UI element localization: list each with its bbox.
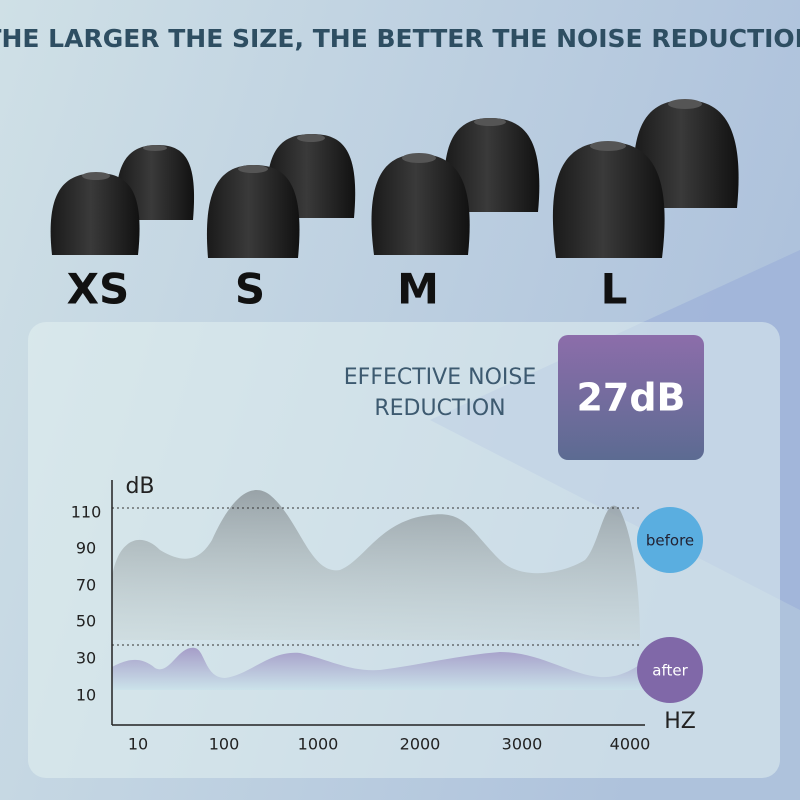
y-tick-label: 30	[76, 649, 96, 668]
y-tick-label: 10	[76, 686, 96, 705]
size-label: XS	[67, 265, 130, 314]
x-tick-label: 1000	[298, 735, 339, 754]
after-badge	[637, 637, 703, 703]
earbuds	[50, 99, 739, 258]
reduction-value: 27dB	[576, 376, 685, 420]
after-label: after	[652, 662, 688, 680]
y-unit: dB	[125, 474, 154, 499]
graph	[111, 480, 645, 726]
reduction-box	[558, 335, 704, 460]
x-tick-label: 3000	[502, 735, 543, 754]
y-tick-label: 50	[76, 612, 96, 631]
x-tick-label: 10	[128, 735, 148, 754]
x-tick-label: 4000	[610, 735, 651, 754]
reduction-label: REDUCTION	[374, 396, 505, 421]
size-label: L	[601, 265, 628, 314]
x-tick-label: 2000	[400, 735, 441, 754]
y-tick-label: 110	[71, 503, 102, 522]
x-unit: HZ	[664, 709, 696, 734]
x-tick-label: 100	[209, 735, 240, 754]
reduction-label: EFFECTIVE NOISE	[344, 365, 536, 390]
y-tick-label: 70	[76, 576, 96, 595]
size-label: M	[397, 265, 439, 314]
size-label: S	[235, 265, 265, 314]
before-label: before	[646, 532, 694, 550]
y-tick-label: 90	[76, 539, 96, 558]
before-badge	[637, 507, 703, 573]
title: THE LARGER THE SIZE, THE BETTER THE NOIS…	[0, 24, 800, 53]
